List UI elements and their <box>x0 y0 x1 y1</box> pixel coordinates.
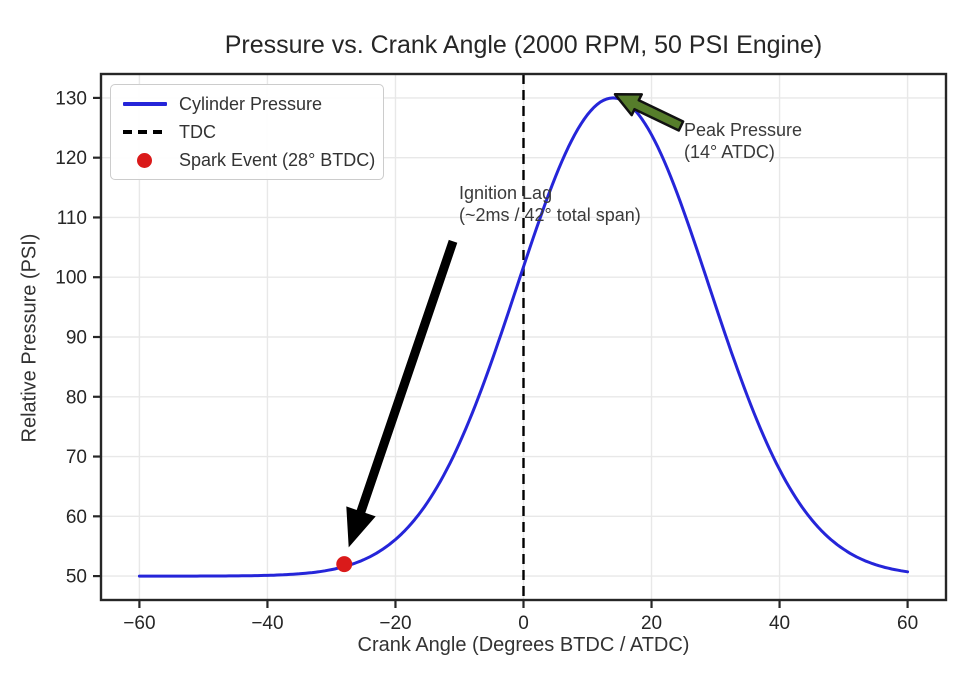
y-tick-label: 80 <box>66 387 87 408</box>
chart-title: Pressure vs. Crank Angle (2000 RPM, 50 P… <box>224 31 823 59</box>
y-tick-label: 100 <box>55 268 87 289</box>
legend-item-spark-event: Spark Event (28° BTDC) <box>122 149 376 171</box>
legend-item-cylinder-pressure: Cylinder Pressure <box>122 93 372 115</box>
ignition-lag-arrow <box>346 239 458 548</box>
annotation-line: (14° ATDC) <box>684 142 775 162</box>
legend-item-label: Cylinder Pressure <box>179 93 323 114</box>
annotation-line: (~2ms / 42° total span) <box>459 205 641 225</box>
legend-dot-sample <box>122 152 167 168</box>
x-tick-label: 40 <box>769 613 790 634</box>
x-tick-label: −20 <box>379 613 411 634</box>
legend-dashed-line-sample <box>122 130 167 134</box>
x-tick-label: 0 <box>518 613 529 634</box>
legend: Cylinder Pressure TDC Spark Event (28° B… <box>110 84 384 180</box>
x-tick-label: 20 <box>641 613 662 634</box>
y-tick-label: 130 <box>55 88 87 109</box>
x-axis-label: Crank Angle (Degrees BTDC / ATDC) <box>357 634 690 656</box>
y-tick-label: 50 <box>66 567 87 588</box>
x-tick-label: 60 <box>897 613 918 634</box>
spark-event-marker <box>336 556 353 573</box>
annotation-peak-pressure: Peak Pressure (14° ATDC) <box>684 119 802 163</box>
y-tick-label: 120 <box>55 148 87 169</box>
y-tick-label: 110 <box>57 208 87 229</box>
x-tick-label: −60 <box>123 613 155 634</box>
peak-pressure-arrow <box>613 93 685 132</box>
x-tick-label: −40 <box>251 613 283 634</box>
y-tick-label: 90 <box>66 328 87 349</box>
annotation-ignition-lag: Ignition Lag (~2ms / 42° total span) <box>459 182 641 226</box>
legend-item-label: Spark Event (28° BTDC) <box>179 149 376 170</box>
legend-item-tdc: TDC <box>122 121 372 143</box>
annotation-line: Peak Pressure <box>684 120 803 140</box>
y-tick-label: 70 <box>66 447 87 468</box>
cylinder-pressure-curve <box>137 96 910 578</box>
y-tick-label: 60 <box>66 507 87 528</box>
legend-line-sample <box>122 102 167 106</box>
annotation-line: Ignition Lag <box>459 183 553 203</box>
legend-item-label: TDC <box>179 121 216 142</box>
